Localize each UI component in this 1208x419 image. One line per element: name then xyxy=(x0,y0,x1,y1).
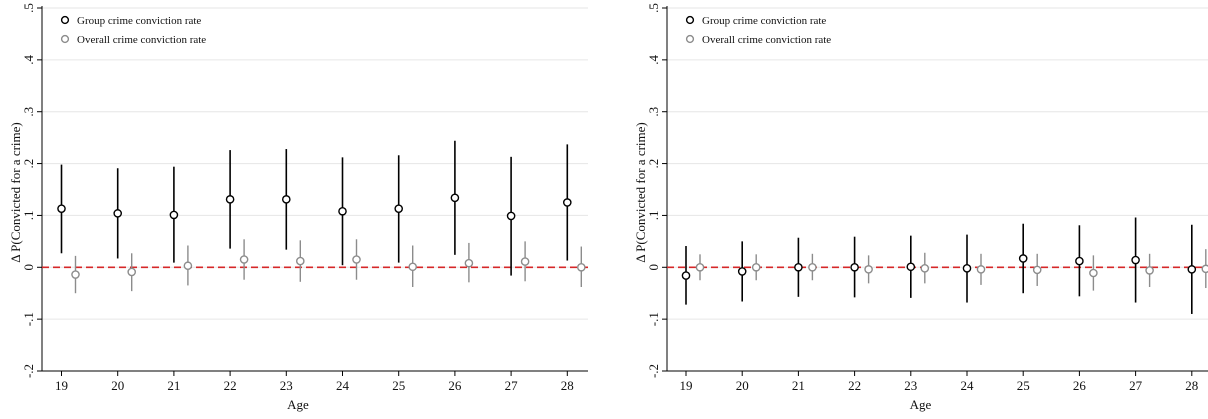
x-tick-label: 19 xyxy=(680,378,693,393)
data-point xyxy=(1032,265,1042,275)
data-point xyxy=(563,198,572,207)
data-point xyxy=(577,262,586,272)
legend-marker xyxy=(60,15,70,25)
y-tick-label: -.1 xyxy=(646,312,661,326)
data-point xyxy=(338,206,347,216)
data-point xyxy=(1187,265,1197,274)
x-tick-label: 22 xyxy=(224,378,237,393)
x-tick-label: 20 xyxy=(111,378,124,393)
series-2 xyxy=(695,249,1208,291)
y-tick-label: .2 xyxy=(646,159,661,169)
data-point xyxy=(695,262,705,272)
x-tick-label: 26 xyxy=(1073,378,1087,393)
y-tick-label: -.2 xyxy=(21,364,36,378)
y-tick-label: .1 xyxy=(21,211,36,221)
data-point xyxy=(169,210,179,220)
x-tick-label: 20 xyxy=(736,378,749,393)
x-tick-label: 27 xyxy=(1129,378,1143,393)
y-tick-label: .3 xyxy=(646,107,661,117)
data-point xyxy=(71,270,80,279)
x-axis-title: Age xyxy=(910,397,932,412)
data-point xyxy=(239,255,249,264)
data-point xyxy=(1089,268,1098,278)
y-tick-label: -.1 xyxy=(21,312,36,326)
legend-label: Overall crime conviction rate xyxy=(77,34,206,46)
x-tick-label: 26 xyxy=(448,378,462,393)
data-point xyxy=(1075,256,1084,266)
data-point xyxy=(183,261,193,271)
data-point xyxy=(864,265,873,274)
x-tick-label: 22 xyxy=(848,378,861,393)
y-tick-label: .5 xyxy=(646,3,661,13)
data-point xyxy=(394,204,404,213)
x-tick-label: 24 xyxy=(961,378,975,393)
data-point xyxy=(464,258,474,268)
data-point xyxy=(1018,254,1028,263)
chart-panel-2: -.2 -.1 0 .1 .2 .3 .4 .5 19 20 21 22 23 24 25 26 27 28 Age… xyxy=(633,3,1208,412)
y-tick-label: .5 xyxy=(21,3,36,13)
x-tick-label: 27 xyxy=(505,378,519,393)
y-tick-label: 0 xyxy=(646,264,661,271)
x-axis-title: Age xyxy=(287,397,309,412)
y-axis-title: Δ P(Convicted for a crime) xyxy=(8,122,23,263)
data-point xyxy=(794,262,803,272)
series-1 xyxy=(57,140,572,276)
data-point xyxy=(920,264,930,273)
data-point xyxy=(976,265,986,274)
y-tick-label: 0 xyxy=(21,264,36,271)
data-point xyxy=(1201,264,1208,274)
x-tick-label: 21 xyxy=(792,378,805,393)
x-tick-label: 23 xyxy=(904,378,917,393)
legend-marker xyxy=(60,34,70,44)
legend-marker xyxy=(685,34,695,44)
y-tick-label: -.2 xyxy=(646,364,661,378)
data-point xyxy=(1145,266,1154,275)
chart-panel-1: -.2 -.1 0 .1 .2 .3 .4 .5 19 20 21 22 23 24 25 26 27 28 Age… xyxy=(8,3,588,412)
x-tick-label: 28 xyxy=(1185,378,1198,393)
legend-marker xyxy=(685,15,695,25)
x-tick-label: 19 xyxy=(55,378,68,393)
y-tick-label: .4 xyxy=(21,54,36,64)
data-point xyxy=(906,262,916,272)
x-tick-label: 25 xyxy=(1017,378,1030,393)
legend-label: Group crime conviction rate xyxy=(702,15,826,27)
data-point xyxy=(808,262,817,272)
data-point xyxy=(450,193,460,203)
series-1 xyxy=(681,217,1197,314)
y-tick-label: .2 xyxy=(21,159,36,169)
x-tick-label: 21 xyxy=(167,378,180,393)
data-point xyxy=(408,262,418,272)
data-point xyxy=(57,204,66,213)
data-point xyxy=(751,262,761,272)
data-point xyxy=(113,209,122,218)
data-point xyxy=(281,195,291,204)
x-tick-label: 28 xyxy=(561,378,574,393)
x-tick-label: 24 xyxy=(336,378,350,393)
x-tick-label: 23 xyxy=(280,378,293,393)
legend: Group crime conviction rate Overall crime… xyxy=(60,15,206,46)
legend-label: Group crime conviction rate xyxy=(77,15,201,27)
series-2 xyxy=(71,239,586,294)
data-point xyxy=(506,211,516,221)
data-point xyxy=(737,267,747,276)
data-point xyxy=(1131,255,1140,265)
data-point xyxy=(681,271,691,280)
y-tick-label: .1 xyxy=(646,211,661,221)
data-point xyxy=(225,195,235,204)
data-point xyxy=(295,256,305,266)
data-point xyxy=(850,262,859,272)
y-axis-title: Δ P(Convicted for a crime) xyxy=(633,122,648,263)
legend: Group crime conviction rate Overall crime… xyxy=(685,15,831,46)
x-tick-label: 25 xyxy=(392,378,405,393)
legend-label: Overall crime conviction rate xyxy=(702,34,831,46)
data-point xyxy=(352,255,361,264)
data-point xyxy=(962,264,972,273)
data-point xyxy=(520,257,530,266)
y-tick-label: .3 xyxy=(21,107,36,117)
data-point xyxy=(127,267,136,277)
y-tick-label: .4 xyxy=(646,54,661,64)
